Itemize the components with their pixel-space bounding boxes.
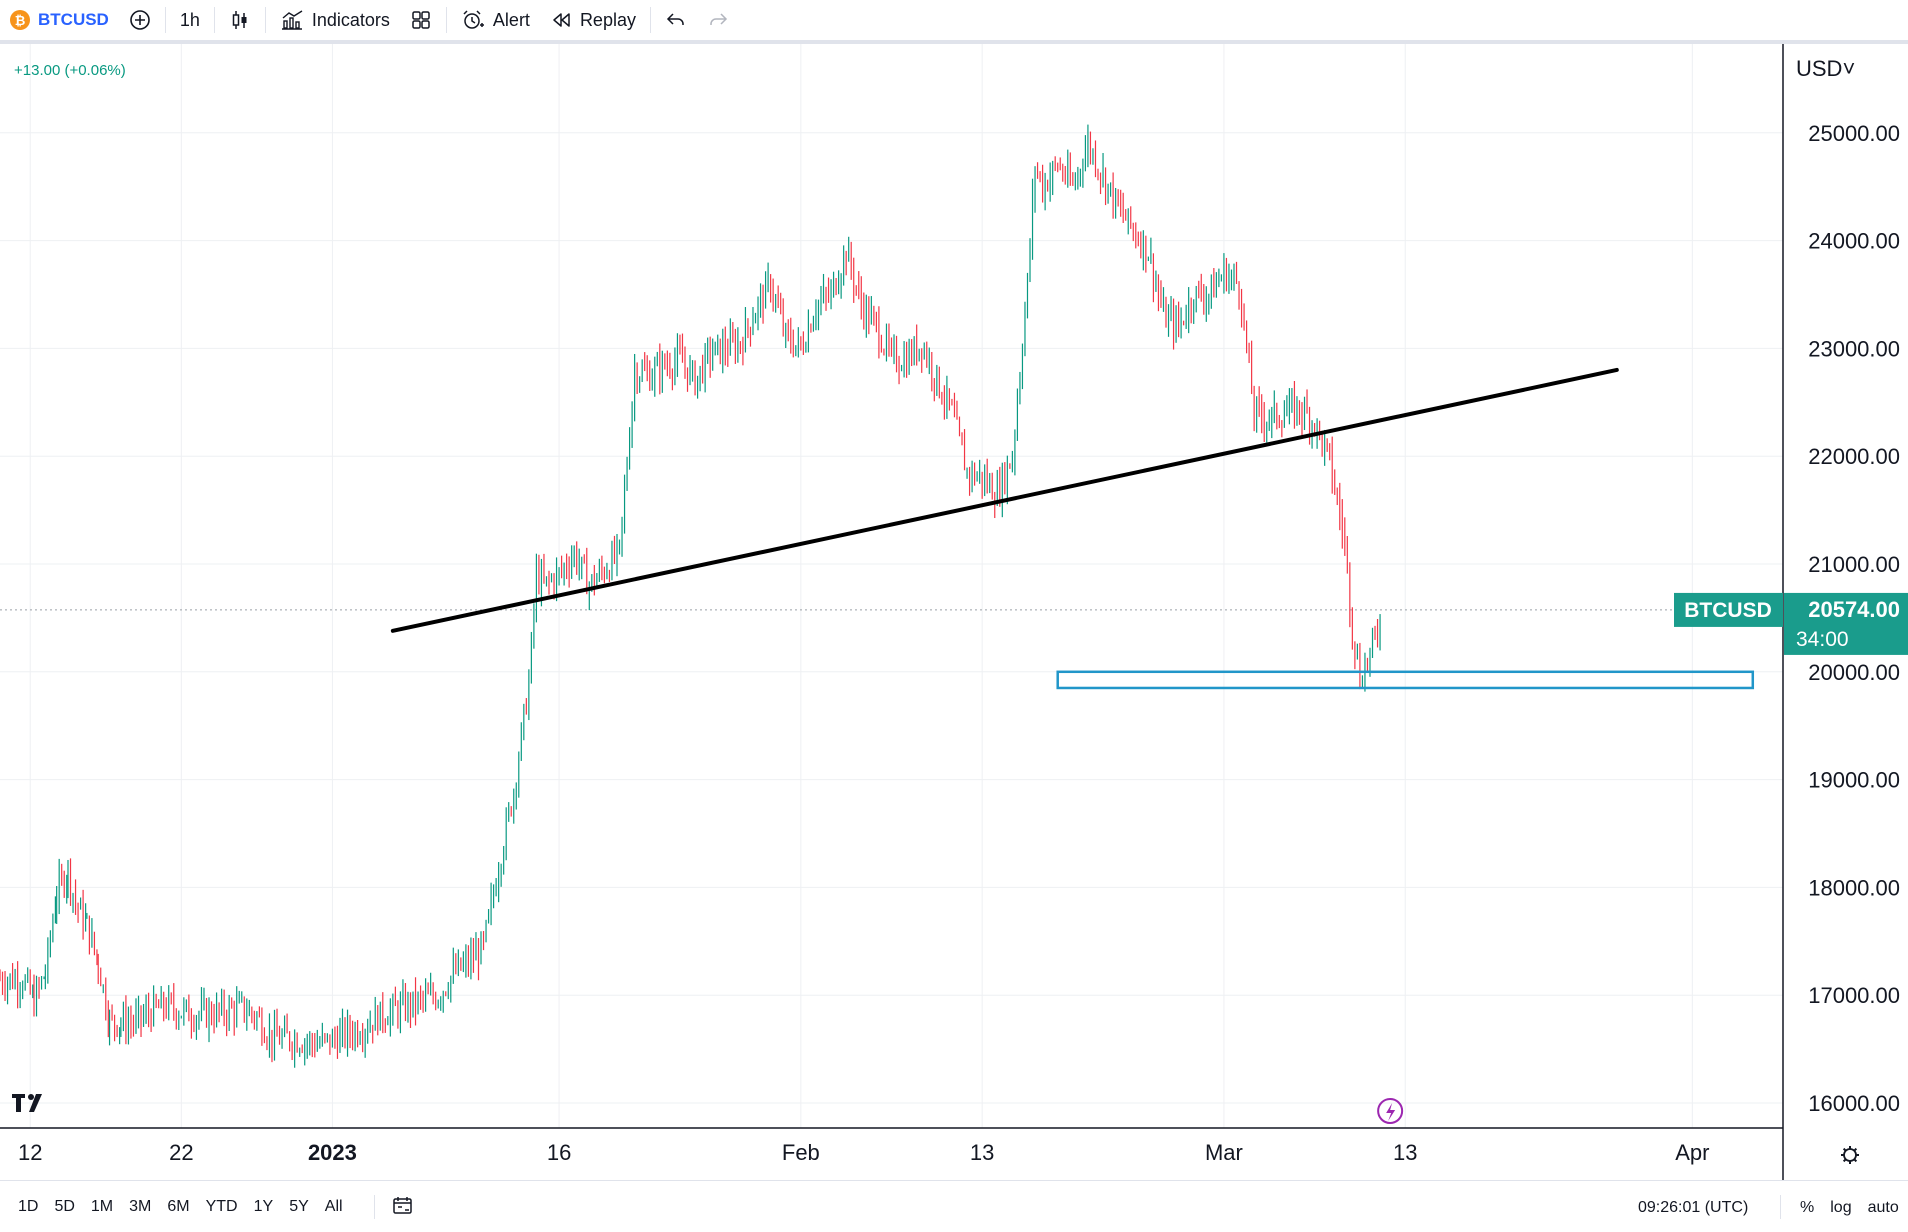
- scale-options: % log auto: [1792, 1199, 1907, 1217]
- last-price-label: BTCUSD 20574.00 34:00: [1674, 592, 1908, 655]
- toolbar-divider: [649, 7, 651, 33]
- price-tag-bg: [1784, 592, 1908, 655]
- toolbar-divider: [445, 7, 447, 33]
- gear-icon[interactable]: [1841, 1146, 1859, 1164]
- log-scale-button[interactable]: log: [1830, 1199, 1852, 1216]
- price-change-text: +13.00 (+0.06%): [14, 62, 126, 79]
- x-tick-label: 13: [970, 1140, 994, 1165]
- toolbar-divider: [264, 7, 266, 33]
- x-tick-label: 16: [547, 1140, 571, 1165]
- alert-label: Alert: [492, 9, 530, 30]
- logo-dot: [28, 1094, 34, 1100]
- lightning-ring: [1377, 1098, 1404, 1124]
- y-tick-label: 22000.00: [1808, 444, 1900, 469]
- indicators-icon: [280, 9, 304, 31]
- replay-icon: [550, 9, 572, 31]
- x-tick-label: 2023: [308, 1140, 357, 1165]
- auto-scale-button[interactable]: auto: [1867, 1199, 1899, 1216]
- y-tick-label: 24000.00: [1808, 229, 1900, 254]
- range-button-3m[interactable]: 3M: [129, 1197, 152, 1215]
- interval-button[interactable]: 1h: [179, 9, 200, 30]
- grid: [0, 44, 1783, 1128]
- undo-icon: [665, 9, 687, 31]
- redo-button[interactable]: [697, 0, 739, 40]
- layouts-button[interactable]: [400, 0, 442, 40]
- candles-icon: [229, 9, 251, 31]
- gear-tooth: [1842, 1147, 1847, 1152]
- y-tick-label: 21000.00: [1808, 552, 1900, 577]
- y-tick-label: 17000.00: [1808, 983, 1900, 1008]
- redo-icon: [707, 9, 729, 31]
- percent-scale-button[interactable]: %: [1800, 1199, 1815, 1216]
- lightning-bolt: [1386, 1103, 1396, 1121]
- symbol-search-button[interactable]: ₿ BTCUSD: [0, 0, 119, 40]
- gear-tooth: [1853, 1147, 1858, 1152]
- y-tick-label: 25000.00: [1808, 121, 1900, 146]
- compare-symbol-button[interactable]: [119, 0, 161, 40]
- replay-label: Replay: [579, 9, 636, 30]
- range-button-1y[interactable]: 1Y: [253, 1197, 274, 1215]
- bottom-toolbar: 1D 5D 1M 3M 6M YTD 1Y 5Y All 09:26:01 (UTC) % lo…: [0, 1180, 1908, 1232]
- chart-type-button[interactable]: [219, 0, 261, 40]
- y-tick-label: 16000.00: [1808, 1091, 1900, 1116]
- x-tick-label: 12: [18, 1140, 42, 1165]
- drawings[interactable]: [390, 367, 1755, 690]
- y-tick-label: 18000.00: [1808, 875, 1900, 900]
- toolbar-divider: [164, 7, 166, 33]
- price-tag: 20574.00: [1808, 597, 1900, 622]
- calendar-range-icon[interactable]: [392, 1196, 414, 1216]
- y-tick-label: 20000.00: [1808, 660, 1900, 685]
- range-button-5d[interactable]: 5D: [54, 1197, 75, 1215]
- y-tick-label: 23000.00: [1808, 336, 1900, 361]
- logo-t: [12, 1094, 25, 1112]
- range-button-5y[interactable]: 5Y: [289, 1197, 309, 1215]
- x-tick-label: 22: [169, 1140, 193, 1165]
- bar-countdown: 34:00: [1796, 628, 1849, 651]
- symbol-tag-bg: [1674, 592, 1783, 627]
- top-toolbar: ₿ BTCUSD 1h Indicators Alert Rep: [0, 0, 1908, 44]
- indicators-label: Indicators: [311, 9, 390, 30]
- x-tick-label: 13: [1393, 1140, 1417, 1165]
- undo-button[interactable]: [655, 0, 697, 40]
- toolbar-divider: [374, 1195, 375, 1219]
- bitcoin-coin-icon: ₿: [10, 10, 30, 30]
- gear-tooth: [1853, 1158, 1858, 1163]
- tradingview-logo: [12, 1094, 42, 1112]
- gear-tooth: [1842, 1158, 1847, 1163]
- range-button-all[interactable]: All: [324, 1197, 343, 1215]
- trendline-drawing[interactable]: [390, 367, 1619, 633]
- plus-circle-icon: [129, 9, 151, 31]
- logo-v: [29, 1094, 42, 1112]
- y-tick-label: 19000.00: [1808, 768, 1900, 793]
- alert-button[interactable]: Alert: [451, 0, 540, 40]
- lightning-event-icon: [1377, 1098, 1404, 1124]
- range-button-1d[interactable]: 1D: [18, 1197, 39, 1215]
- indicators-button[interactable]: Indicators: [270, 0, 400, 40]
- symbol-name: BTCUSD: [38, 10, 109, 29]
- x-tick-label: Mar: [1205, 1140, 1243, 1165]
- range-button-1m[interactable]: 1M: [90, 1197, 114, 1215]
- price-chart[interactable]: 16000.00 17000.00 18000.00 19000.00 20000.00…: [0, 0, 1908, 1180]
- x-tick-label: Apr: [1675, 1140, 1709, 1165]
- date-range-buttons: 1D 5D 1M 3M 6M YTD 1Y 5Y All: [10, 1198, 351, 1216]
- timezone-clock[interactable]: 09:26:01 (UTC): [1638, 1199, 1749, 1216]
- range-button-6m[interactable]: 6M: [167, 1197, 190, 1215]
- range-button-ytd[interactable]: YTD: [205, 1197, 238, 1215]
- symbol-tag: BTCUSD: [1684, 599, 1772, 622]
- layouts-icon: [410, 9, 432, 31]
- price-series: [0, 124, 1381, 1068]
- support-zone-rectangle[interactable]: [1056, 670, 1755, 690]
- axes: 16000.00 17000.00 18000.00 19000.00 20000.00…: [0, 44, 1908, 1180]
- gear-ring: [1843, 1148, 1857, 1162]
- alarm-icon: [461, 9, 485, 31]
- toolbar-divider: [213, 7, 215, 33]
- replay-button[interactable]: Replay: [540, 0, 646, 40]
- currency-selector[interactable]: USD˅: [1796, 56, 1856, 81]
- x-tick-label: Feb: [782, 1140, 820, 1165]
- toolbar-divider: [1780, 1195, 1781, 1219]
